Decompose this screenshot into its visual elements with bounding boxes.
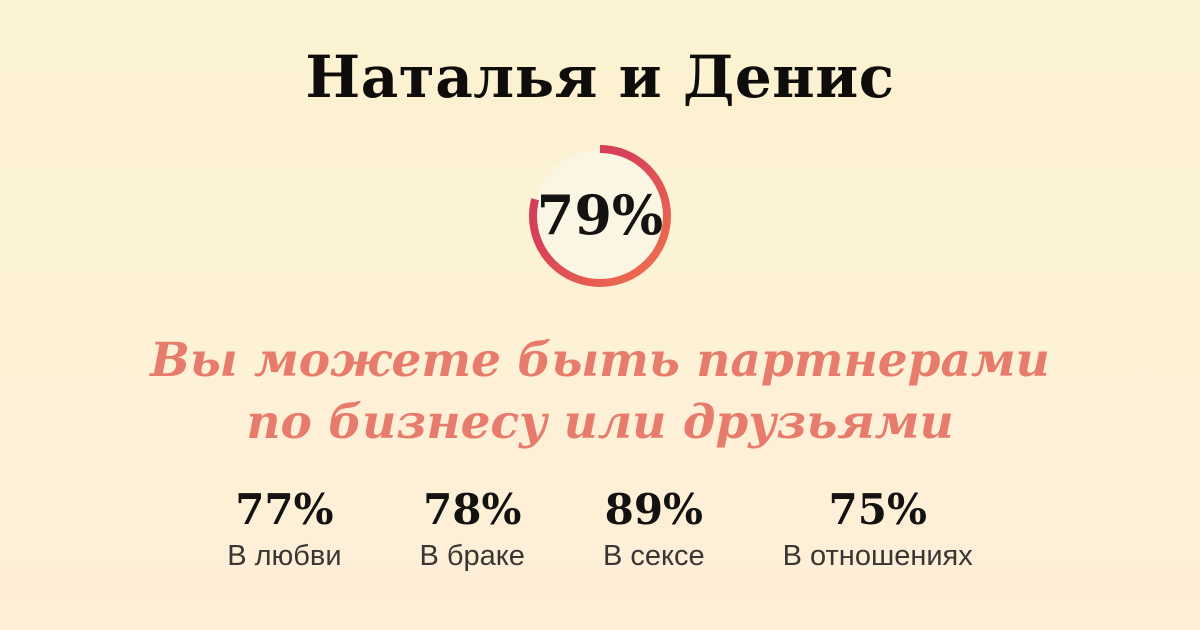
stat-label: В браке	[419, 539, 525, 572]
gauge-percent-value: 79%	[536, 182, 664, 247]
stat-label: В отношениях	[782, 539, 973, 572]
stat-value: 75%	[828, 484, 927, 534]
stat-value: 77%	[235, 484, 334, 534]
verdict-line-2: по бизнесу или друзьями	[246, 395, 954, 451]
verdict-text: Вы можете быть партнерами по бизнесу или…	[150, 330, 1050, 455]
page-title: Наталья и Денис	[305, 43, 895, 111]
gauge-ring-svg	[529, 144, 671, 287]
stat-label: В любви	[227, 539, 342, 572]
stats-row: 77% В любви 78% В браке 89% В сексе 75% …	[227, 484, 973, 573]
gauge-inner-disk	[534, 149, 666, 282]
stat-value: 78%	[423, 484, 522, 534]
gauge-arc	[529, 144, 671, 287]
stat-value: 89%	[604, 484, 703, 534]
stat-label: В сексе	[602, 539, 705, 572]
compatibility-gauge: 79%	[526, 142, 674, 290]
verdict-line-1: Вы можете быть партнерами	[150, 332, 1050, 388]
stat-sex: 89% В сексе	[602, 484, 705, 573]
stat-love: 77% В любви	[227, 484, 342, 573]
stat-relationship: 75% В отношениях	[782, 484, 973, 573]
stat-marriage: 78% В браке	[419, 484, 525, 573]
